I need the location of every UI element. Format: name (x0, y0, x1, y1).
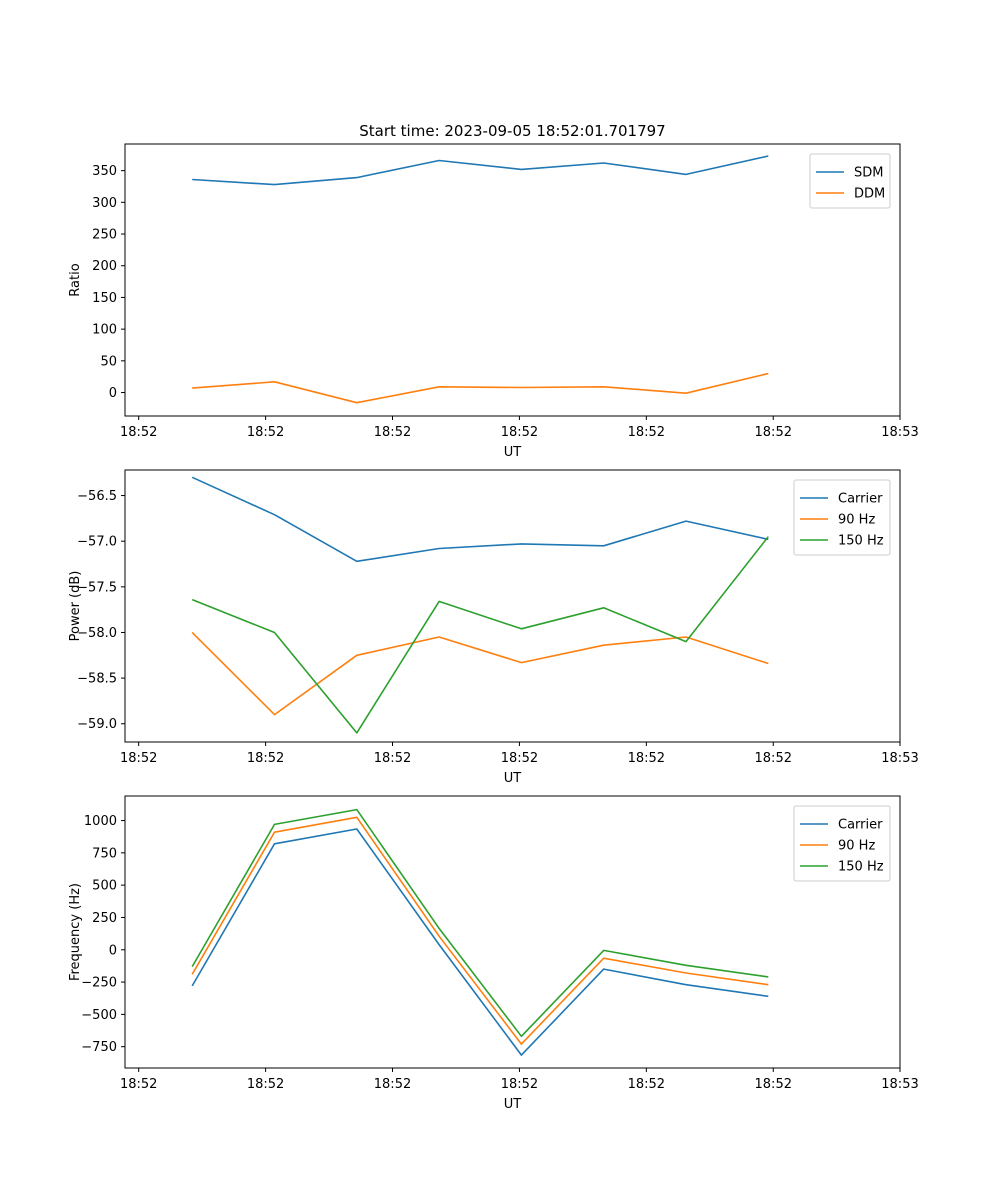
figure-title: Start time: 2023-09-05 18:52:01.701797 (359, 122, 665, 140)
x-tick-label: 18:52 (120, 425, 157, 440)
legend-label: Carrier (838, 492, 883, 507)
x-axis-label: UT (504, 1097, 522, 1112)
subplot-1: 18:52 18:52 18:52 18:52 18:52 18:52 18:53 0 50 10… (68, 143, 919, 460)
y-tick-label: 50 (100, 354, 117, 369)
x-tick-label: 18:52 (628, 1077, 665, 1092)
series-line-150-hz (191, 808, 769, 1038)
x-tick-label: 18:53 (881, 1077, 918, 1092)
y-tick-label: 0 (109, 386, 117, 401)
subplot-2: 18:52 18:52 18:52 18:52 18:52 18:52 18:53 −59.0… (68, 469, 919, 786)
x-tick-label: 18:52 (374, 751, 411, 766)
y-tick-label: −56.5 (77, 489, 117, 504)
series-line-carrier (191, 828, 769, 1056)
legend-label: 150 Hz (838, 860, 884, 875)
y-tick-label: −57.5 (77, 580, 117, 595)
x-axis-label: UT (504, 771, 522, 786)
x-tick-label: 18:52 (501, 425, 538, 440)
y-tick-label: 750 (92, 846, 117, 861)
x-tick-label: 18:52 (247, 751, 284, 766)
x-tick-label: 18:52 (501, 751, 538, 766)
axes-frame (124, 143, 901, 417)
x-tick-label: 18:52 (501, 1077, 538, 1092)
y-tick-label: 150 (92, 291, 117, 306)
y-tick-label: −750 (81, 1040, 117, 1055)
legend: SDM DDM (809, 153, 891, 209)
x-tick-label: 18:52 (374, 1077, 411, 1092)
x-tick-label: 18:52 (120, 751, 157, 766)
axes-frame (124, 469, 901, 743)
x-tick-label: 18:52 (374, 425, 411, 440)
legend: Carrier 90 Hz 150 Hz (793, 805, 891, 882)
y-axis-label: Frequency (Hz) (68, 883, 83, 981)
x-tick-label: 18:52 (755, 425, 792, 440)
y-tick-label: −58.0 (77, 626, 117, 641)
y-tick-label: −500 (81, 1008, 117, 1023)
x-axis-label: UT (504, 445, 522, 460)
legend-label: 150 Hz (838, 534, 884, 549)
y-tick-label: 300 (92, 196, 117, 211)
series-line-90-hz (191, 631, 769, 716)
legend-label: Carrier (838, 818, 883, 833)
x-tick-label: 18:52 (755, 1077, 792, 1092)
legend-label: 90 Hz (838, 839, 875, 854)
legend: Carrier 90 Hz 150 Hz (793, 479, 891, 556)
x-tick-label: 18:52 (120, 1077, 157, 1092)
y-axis-label: Ratio (68, 263, 83, 296)
y-tick-label: 250 (92, 228, 117, 243)
y-tick-label: 100 (92, 323, 117, 338)
series-line-90-hz (191, 816, 769, 1045)
x-tick-label: 18:52 (247, 425, 284, 440)
y-tick-label: −57.0 (77, 535, 117, 550)
series-line-150-hz (191, 536, 769, 734)
series-line-carrier (191, 476, 769, 563)
series-line-ddm (192, 372, 769, 404)
x-tick-label: 18:52 (628, 751, 665, 766)
legend-frame (809, 153, 891, 209)
axes-frame (124, 795, 901, 1069)
legend-label: DDM (854, 187, 885, 202)
x-tick-label: 18:53 (881, 751, 918, 766)
y-axis-label: Power (dB) (68, 571, 83, 642)
series-line-sdm (192, 155, 769, 186)
legend-label: 90 Hz (838, 513, 875, 528)
y-tick-label: 0 (109, 943, 117, 958)
y-tick-label: 200 (92, 259, 117, 274)
y-tick-label: 1000 (84, 814, 117, 829)
legend-label: SDM (854, 166, 883, 181)
x-tick-label: 18:52 (755, 751, 792, 766)
y-tick-label: −58.5 (77, 672, 117, 687)
y-tick-label: 500 (92, 879, 117, 894)
y-tick-label: 250 (92, 911, 117, 926)
y-tick-label: 350 (92, 164, 117, 179)
subplots: 18:52 18:52 18:52 18:52 18:52 18:52 18:53 0 50 10… (68, 143, 919, 1112)
x-tick-label: 18:52 (247, 1077, 284, 1092)
subplot-3: 18:52 18:52 18:52 18:52 18:52 18:52 18:53 −750 −… (68, 795, 919, 1112)
y-tick-label: −59.0 (77, 717, 117, 732)
x-tick-label: 18:53 (881, 425, 918, 440)
x-tick-label: 18:52 (628, 425, 665, 440)
y-tick-label: −250 (81, 976, 117, 991)
